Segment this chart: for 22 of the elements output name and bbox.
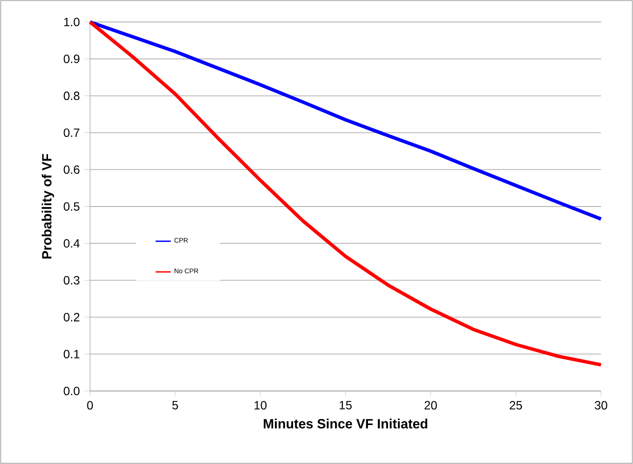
line-series <box>88 20 603 221</box>
y-tick-label: 0.0 <box>64 386 80 396</box>
line-series <box>88 20 603 367</box>
y-tick-label: 0.8 <box>64 92 80 100</box>
y-tick-label: 1.0 <box>64 18 80 26</box>
x-tick-label: 20 <box>424 401 437 410</box>
y-tick-label: 0.2 <box>64 312 80 322</box>
y-tick-label: 0.5 <box>64 202 80 211</box>
x-tick-label: 0 <box>87 401 93 410</box>
x-tick-label: 5 <box>172 401 178 410</box>
y-tick-label: 0.1 <box>64 350 80 358</box>
y-tick-label: 0.7 <box>64 128 80 137</box>
y-tick-label: 0.3 <box>64 276 80 285</box>
x-axis-title: Minutes Since VF Initiated <box>264 418 428 428</box>
y-tick-label: 0.9 <box>64 54 80 64</box>
x-tick-label: 25 <box>510 401 522 410</box>
x-tick-label: 10 <box>254 401 267 410</box>
y-axis-title: Probability of VF <box>42 154 54 259</box>
x-tick-label: 15 <box>340 401 352 410</box>
y-tick-label: 0.6 <box>64 165 80 174</box>
x-tick-label: 30 <box>594 401 608 410</box>
y-tick-label: 0.4 <box>64 239 80 248</box>
